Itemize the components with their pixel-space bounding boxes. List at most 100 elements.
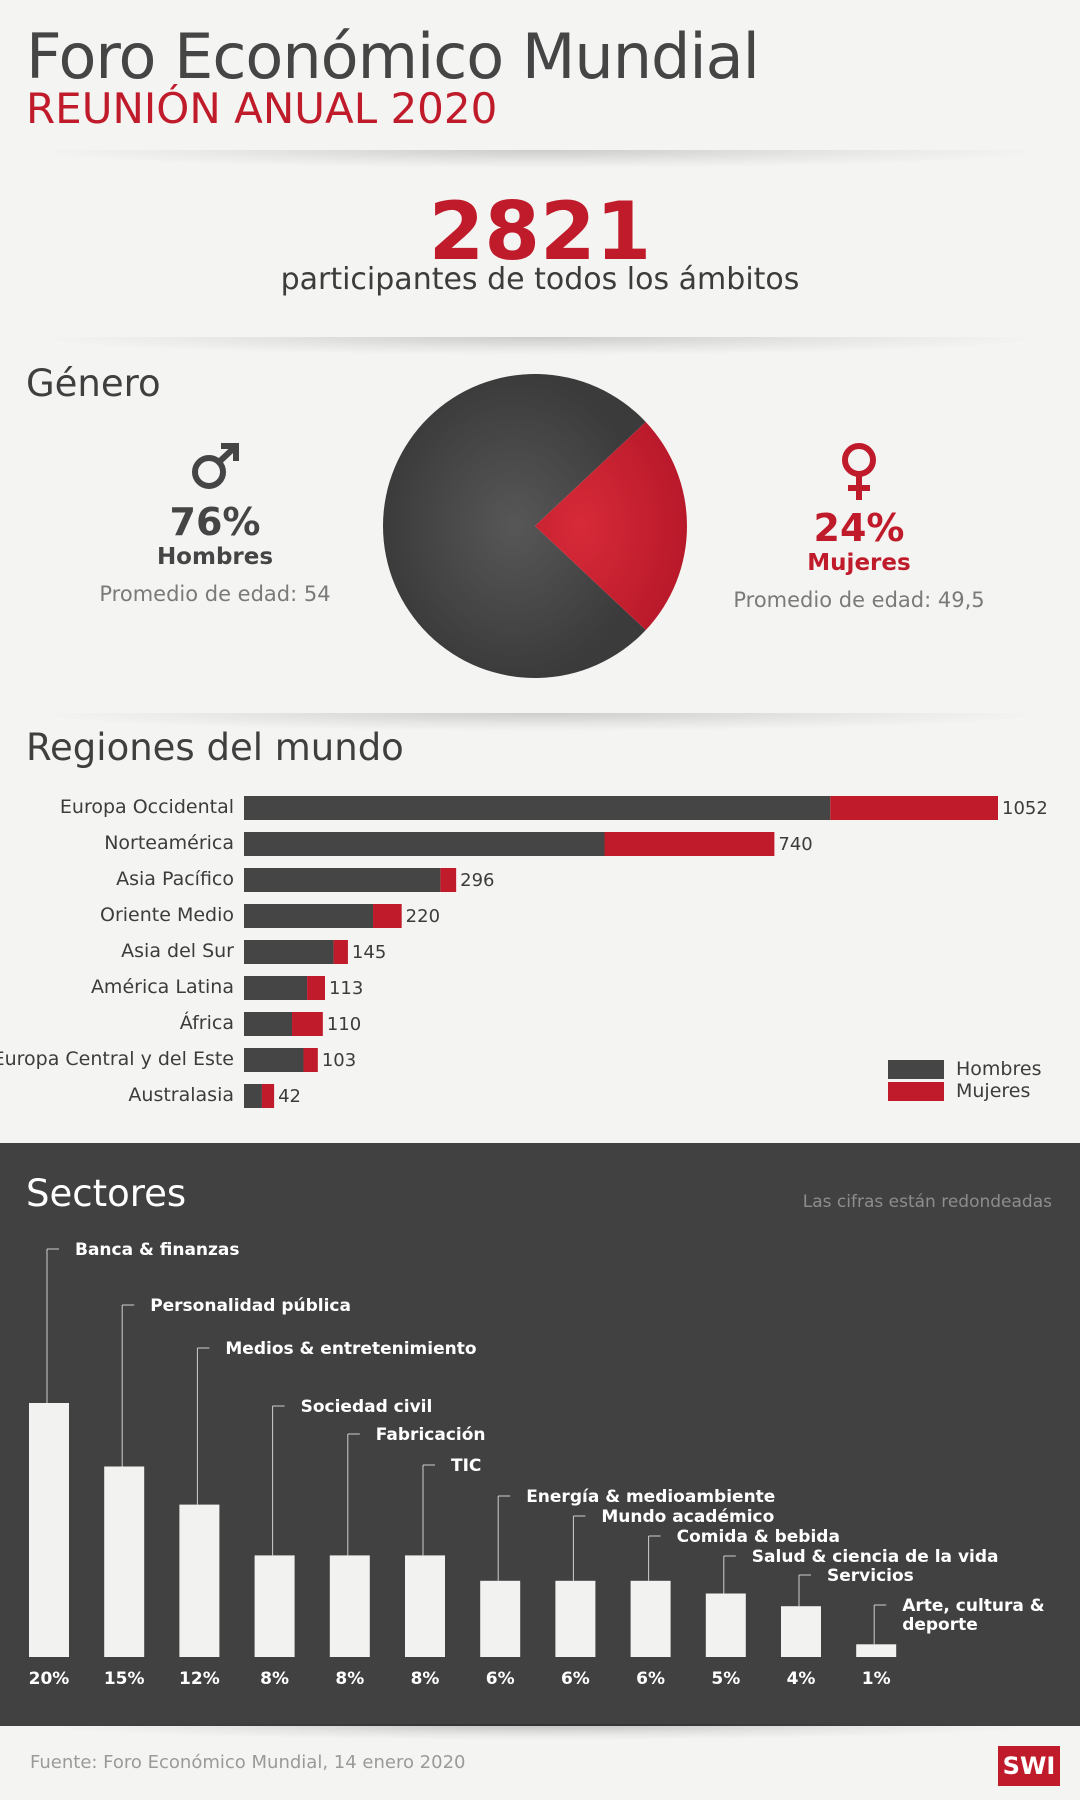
bar-mujeres bbox=[307, 976, 325, 1000]
regions-legend: Hombres Mujeres bbox=[888, 1058, 1068, 1108]
bar-hombres bbox=[244, 1012, 293, 1036]
sector-label: Banca & finanzas bbox=[75, 1240, 240, 1260]
bar-mujeres bbox=[292, 1012, 323, 1036]
bar-mujeres bbox=[440, 868, 457, 892]
legend-label-mujeres: Mujeres bbox=[956, 1080, 1031, 1102]
male-average-age: Promedio de edad: 54 bbox=[99, 582, 331, 606]
sector-value-label: 4% bbox=[787, 1669, 816, 1689]
sector-value-label: 1% bbox=[862, 1669, 891, 1689]
bar-hombres bbox=[244, 796, 831, 820]
sector-value-label: 5% bbox=[711, 1669, 740, 1689]
sector-value-label: 6% bbox=[561, 1669, 590, 1689]
sector-bar bbox=[29, 1403, 69, 1657]
divider bbox=[40, 1724, 1040, 1740]
sector-value-label: 8% bbox=[260, 1669, 289, 1689]
bar-mujeres bbox=[373, 904, 402, 928]
divider bbox=[40, 337, 1040, 355]
bar-hombres bbox=[244, 976, 308, 1000]
bar-mujeres bbox=[261, 1084, 275, 1108]
sector-label: TIC bbox=[451, 1456, 481, 1476]
male-icon bbox=[192, 443, 239, 489]
region-label: Asia del Sur bbox=[121, 940, 234, 962]
region-total-label: 42 bbox=[278, 1086, 301, 1107]
region-label: América Latina bbox=[91, 976, 234, 998]
region-label: Oriente Medio bbox=[100, 904, 234, 926]
region-label: Norteamérica bbox=[104, 832, 234, 854]
bar-hombres bbox=[244, 1048, 304, 1072]
regions-bar-chart: Europa Occidental 1052 Norteamérica 740 Asia… bbox=[0, 796, 1048, 1108]
region-total-label: 103 bbox=[322, 1050, 356, 1071]
sector-bar bbox=[329, 1555, 370, 1657]
male-stats: 76% Hombres Promedio de edad: 54 bbox=[55, 440, 375, 606]
region-total-label: 1052 bbox=[1002, 798, 1048, 819]
gender-section-title: Género bbox=[26, 362, 161, 405]
legend-label-hombres: Hombres bbox=[956, 1058, 1042, 1080]
participants-caption: participantes de todos los ámbitos bbox=[280, 262, 800, 297]
sector-bar bbox=[104, 1466, 145, 1657]
sector-bar bbox=[781, 1606, 821, 1657]
sector-value-label: 6% bbox=[486, 1669, 515, 1689]
sector-label: Sociedad civil bbox=[301, 1397, 433, 1417]
sector-bar bbox=[630, 1580, 671, 1657]
region-label: Europa Occidental bbox=[60, 796, 234, 818]
sector-label: Salud & ciencia de la vida bbox=[752, 1547, 999, 1567]
sector-value-label: 12% bbox=[179, 1669, 220, 1689]
sector-bar bbox=[480, 1580, 521, 1657]
region-total-label: 110 bbox=[327, 1014, 361, 1035]
swi-logo: SWI bbox=[998, 1746, 1060, 1786]
page-title: Foro Económico Mundial bbox=[26, 20, 760, 93]
sectors-section-title: Sectores bbox=[26, 1172, 187, 1215]
bar-hombres bbox=[244, 940, 334, 964]
bar-hombres bbox=[244, 832, 605, 856]
sector-bar bbox=[254, 1555, 295, 1657]
region-total-label: 740 bbox=[778, 834, 812, 855]
region-total-label: 220 bbox=[406, 906, 440, 927]
divider bbox=[40, 150, 1040, 168]
region-total-label: 145 bbox=[352, 942, 386, 963]
sector-label: Medios & entretenimiento bbox=[225, 1339, 476, 1359]
source-note: Fuente: Foro Económico Mundial, 14 enero… bbox=[30, 1752, 466, 1773]
female-percentage: 24% bbox=[813, 506, 905, 550]
region-total-label: 113 bbox=[329, 978, 363, 999]
sector-bar bbox=[179, 1504, 220, 1657]
bar-mujeres bbox=[333, 940, 348, 964]
female-label: Mujeres bbox=[807, 550, 911, 576]
female-icon bbox=[842, 443, 876, 500]
female-average-age: Promedio de edad: 49,5 bbox=[733, 588, 985, 612]
sectors-bar-chart: Banca & finanzas 20% Personalidad pública 1… bbox=[29, 1240, 1045, 1689]
legend-swatch-hombres bbox=[888, 1060, 944, 1079]
sectors-note: Las cifras están redondeadas bbox=[802, 1192, 1052, 1212]
sector-label: Arte, cultura & deporte bbox=[902, 1596, 1045, 1635]
sector-value-label: 8% bbox=[335, 1669, 364, 1689]
region-label: África bbox=[180, 1011, 234, 1034]
sector-value-label: 6% bbox=[636, 1669, 665, 1689]
pie-slice-mujeres bbox=[535, 421, 687, 631]
sector-label: Comida & bebida bbox=[677, 1527, 840, 1547]
participants-count: 2821 bbox=[428, 185, 652, 278]
page-subtitle: REUNIÓN ANUAL 2020 bbox=[26, 84, 498, 133]
sector-label: Mundo académico bbox=[601, 1507, 774, 1527]
male-label: Hombres bbox=[156, 544, 274, 570]
legend-swatch-mujeres bbox=[888, 1082, 944, 1101]
bar-hombres bbox=[244, 868, 441, 892]
bar-hombres bbox=[244, 1084, 262, 1108]
region-label: Europa Central y del Este bbox=[0, 1048, 234, 1070]
sector-label: Energía & medioambiente bbox=[526, 1487, 775, 1507]
region-total-label: 296 bbox=[460, 870, 494, 891]
sector-value-label: 20% bbox=[29, 1669, 70, 1689]
region-label: Asia Pacífico bbox=[116, 868, 234, 890]
sector-bar bbox=[856, 1644, 897, 1657]
bar-mujeres bbox=[830, 796, 998, 820]
female-stats: 24% Mujeres Promedio de edad: 49,5 bbox=[699, 440, 1019, 612]
sector-label: Fabricación bbox=[376, 1425, 486, 1445]
pie-slice-hombres bbox=[383, 374, 646, 678]
bar-mujeres bbox=[303, 1048, 318, 1072]
bar-hombres bbox=[244, 904, 374, 928]
sector-value-label: 15% bbox=[104, 1669, 145, 1689]
region-label: Australasia bbox=[128, 1084, 234, 1106]
regions-section-title: Regiones del mundo bbox=[26, 726, 404, 769]
sector-bar bbox=[405, 1555, 445, 1657]
sector-bar bbox=[705, 1593, 746, 1657]
sector-bar bbox=[555, 1580, 596, 1657]
divider bbox=[40, 713, 1040, 731]
